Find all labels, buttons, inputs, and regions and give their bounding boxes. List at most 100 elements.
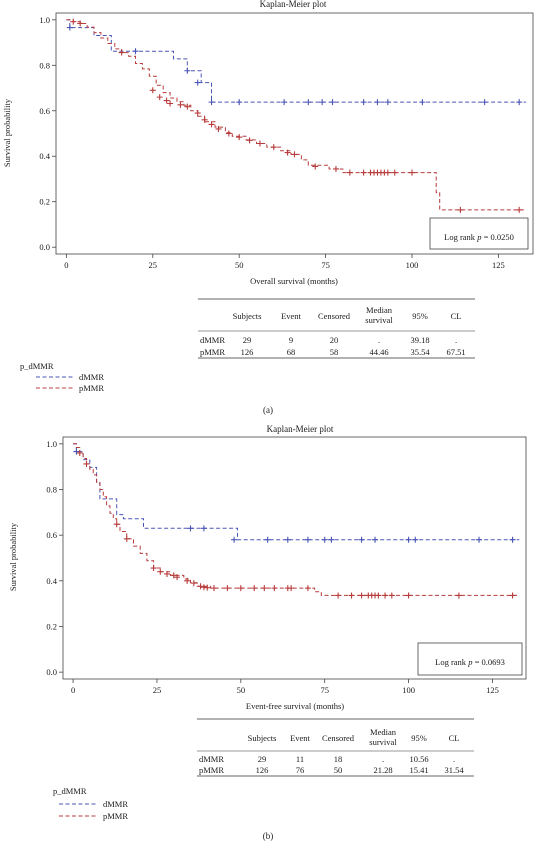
- censor-mark-pmmr: [83, 460, 90, 467]
- censor-mark-pmmr: [149, 87, 156, 94]
- table-cell-censored: 18: [334, 754, 343, 764]
- censor-mark-pmmr: [284, 149, 291, 156]
- censor-mark-dmmr: [264, 536, 271, 543]
- table-header-subjects-b: Subjects: [248, 733, 277, 743]
- chart-title-b: Kaplan-Meier plot: [267, 424, 334, 434]
- table-header-cl-a: CL: [451, 311, 462, 321]
- panel-b: Kaplan-Meier plot 0.0 0.2 0.4 0.6 0.8 1.0 0 25…: [8, 424, 527, 841]
- y-tick-label: 1.0: [46, 439, 57, 449]
- censor-mark-dmmr: [132, 48, 139, 55]
- table-cell-event: 68: [287, 347, 296, 357]
- table-row: dMMR 29 11 18 . 10.56 .: [199, 754, 455, 764]
- censor-mark-pmmr: [236, 134, 243, 141]
- censor-mark-dmmr: [419, 99, 426, 106]
- censor-mark-dmmr: [405, 536, 412, 543]
- censor-mark-dmmr: [281, 99, 288, 106]
- censor-mark-dmmr: [187, 525, 194, 532]
- table-cell-censored: 58: [330, 347, 339, 357]
- table-cell-group: pMMR: [199, 765, 224, 775]
- plot-frame-b: [62, 436, 527, 680]
- log-rank-text-a: Log rank p = 0.0250: [444, 232, 514, 242]
- log-rank-frame-a: [429, 217, 529, 250]
- x-tick-label: 25: [149, 260, 158, 270]
- censor-mark-dmmr: [305, 99, 312, 106]
- y-axis-label-a: Survival probability: [2, 98, 12, 167]
- censor-mark-pmmr: [246, 137, 253, 144]
- y-tick-label: 0.6: [39, 106, 50, 116]
- x-tick-label: 0: [64, 260, 68, 270]
- table-cell-ci-low: 10.56: [409, 754, 428, 764]
- table-row: dMMR 29 9 20 . 39.18 .: [200, 335, 457, 345]
- censor-mark-dmmr: [73, 448, 80, 455]
- x-tick-label: 50: [237, 685, 246, 695]
- censor-mark-pmmr: [405, 592, 412, 599]
- y-tick-label: 1.0: [39, 15, 50, 25]
- censor-mark-pmmr: [288, 585, 295, 592]
- censor-mark-dmmr: [231, 536, 238, 543]
- table-cell-group: dMMR: [199, 754, 224, 764]
- table-header-subjects-a: Subjects: [233, 311, 262, 321]
- censor-mark-dmmr: [200, 525, 207, 532]
- legend-b: p_dMMR dMMR pMMR: [53, 786, 128, 821]
- table-cell-event: 76: [296, 765, 305, 775]
- censor-mark-pmmr: [224, 585, 231, 592]
- x-tick-label: 50: [235, 260, 244, 270]
- x-tick-label: 0: [71, 685, 75, 695]
- x-tick-label: 125: [492, 260, 505, 270]
- table-header-event-a: Event: [281, 311, 301, 321]
- censor-mark-dmmr: [481, 99, 488, 106]
- legend-label-dmmr-a: dMMR: [79, 372, 104, 382]
- y-tick-label: 0.2: [39, 197, 50, 207]
- table-cell-ci-low: 15.41: [409, 765, 428, 775]
- y-tick-label: 0.6: [46, 530, 57, 540]
- censor-mark-pmmr: [516, 206, 523, 213]
- x-tick-label: 25: [153, 685, 162, 695]
- table-cell-event: 11: [296, 754, 304, 764]
- censor-mark-pmmr: [215, 125, 222, 132]
- censor-mark-pmmr: [76, 449, 83, 456]
- table-header-censored-b: Censored: [322, 733, 355, 743]
- table-row: pMMR 126 76 50 21.28 15.41 31.54: [199, 765, 464, 775]
- plot-area-b: [73, 443, 520, 599]
- plot-frame-a: [55, 12, 534, 255]
- censor-mark-dmmr: [208, 99, 215, 106]
- censor-mark-dmmr: [360, 99, 367, 106]
- table-cell-subjects: 126: [256, 765, 269, 775]
- table-cell-median: 44.46: [369, 347, 388, 357]
- panel-label-a: (a): [263, 405, 273, 415]
- table-header-event-b: Event: [290, 733, 310, 743]
- table-cell-event: 9: [289, 335, 293, 345]
- panel-label-b: (b): [263, 831, 274, 841]
- y-axis-b: 0.0 0.2 0.4 0.6 0.8 1.0: [46, 439, 63, 677]
- x-tick-label: 75: [320, 685, 329, 695]
- censor-mark-pmmr: [455, 592, 462, 599]
- censor-mark-pmmr: [118, 49, 125, 56]
- censor-mark-dmmr: [374, 99, 381, 106]
- censor-mark-dmmr: [412, 536, 419, 543]
- plot-area-a: [66, 18, 527, 213]
- x-axis-label-a: Overall survival (months): [250, 276, 338, 286]
- censor-mark-pmmr: [194, 110, 201, 117]
- censor-mark-pmmr: [312, 163, 319, 170]
- censor-mark-dmmr: [236, 99, 243, 106]
- x-axis-b: 0 25 50 75 100 125: [71, 679, 499, 695]
- x-tick-label: 75: [321, 260, 330, 270]
- table-cell-median: .: [382, 754, 384, 764]
- series-line-dmmr: [73, 443, 520, 541]
- log-rank-box-a: Log rank p = 0.0250: [429, 217, 529, 250]
- censor-mark-pmmr: [225, 130, 232, 137]
- log-rank-frame-b: [417, 642, 523, 676]
- y-tick-label: 0.4: [39, 151, 50, 161]
- table-header-95-a: 95%: [412, 311, 428, 321]
- y-tick-label: 0.8: [39, 60, 50, 70]
- censor-mark-pmmr: [157, 568, 164, 575]
- censor-mark-pmmr: [201, 116, 208, 123]
- summary-table-a: Subjects Event Censored Median survival 9…: [198, 298, 475, 359]
- censor-mark-pmmr: [184, 103, 191, 110]
- censor-mark-pmmr: [388, 592, 395, 599]
- censor-mark-pmmr: [335, 592, 342, 599]
- censor-mark-pmmr: [391, 169, 398, 176]
- table-header-censored-a: Censored: [318, 311, 351, 321]
- y-tick-label: 0.8: [46, 485, 57, 495]
